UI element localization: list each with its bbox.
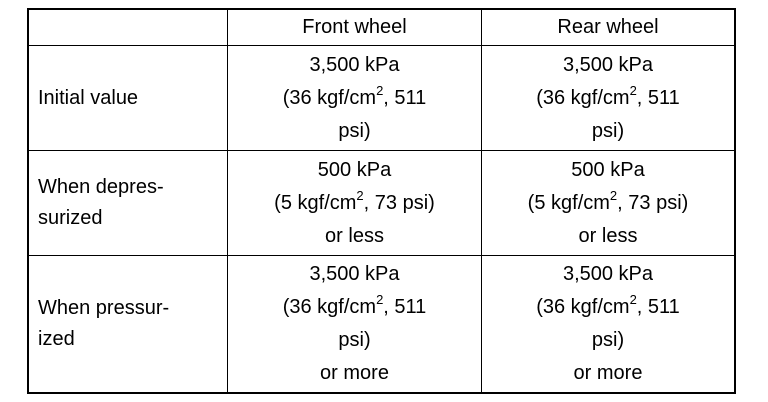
value-text: (5 kgf/cm	[274, 191, 357, 214]
value-text: , 511	[636, 86, 680, 109]
value-line: psi)	[591, 119, 625, 142]
value-line: 3,500 kPa	[562, 263, 654, 285]
rear-value-cell: 500 kPa (5 kgf/cm2, 73 psi) or less	[481, 150, 736, 256]
value-line: (36 kgf/cm2, 511	[482, 291, 734, 324]
value-line: psi)	[338, 119, 371, 142]
row-label-line: surized	[38, 207, 103, 229]
superscript: 2	[376, 292, 384, 307]
superscript: 2	[629, 82, 637, 98]
row-label-line: When depres-	[38, 176, 164, 198]
superscript: 2	[629, 292, 637, 307]
rear-value-cell: 3,500 kPa (36 kgf/cm2, 511 psi) or more	[481, 255, 736, 394]
row-label-line: ized	[38, 328, 75, 350]
value-text: (36 kgf/cm	[282, 296, 377, 318]
value-line: psi)	[338, 329, 371, 351]
front-value-cell: 3,500 kPa (36 kgf/cm2, 511 psi)	[227, 45, 482, 151]
front-value-cell: 500 kPa (5 kgf/cm2, 73 psi) or less	[227, 150, 482, 256]
value-line: 3,500 kPa	[309, 263, 400, 285]
value-text: (36 kgf/cm	[282, 86, 377, 109]
table-header-row: Front wheel Rear wheel	[27, 8, 736, 46]
value-line: (5 kgf/cm2, 73 psi)	[228, 187, 481, 220]
value-text: , 73 psi)	[617, 191, 689, 214]
value-line: psi)	[591, 329, 625, 351]
header-rear-wheel: Rear wheel	[481, 8, 736, 46]
value-line: (5 kgf/cm2, 73 psi)	[482, 187, 734, 220]
value-text: , 73 psi)	[363, 191, 435, 214]
header-front-wheel: Front wheel	[227, 8, 482, 46]
value-text: (36 kgf/cm	[536, 296, 630, 318]
value-line: 3,500 kPa	[309, 53, 400, 76]
table-row: Initial value 3,500 kPa (36 kgf/cm2, 511…	[27, 45, 736, 151]
value-text: , 511	[383, 86, 427, 109]
value-text: (5 kgf/cm	[527, 191, 610, 214]
row-label: Initial value	[27, 45, 228, 151]
value-line: or less	[578, 224, 638, 247]
value-text: (36 kgf/cm	[536, 86, 630, 109]
value-line: (36 kgf/cm2, 511	[228, 82, 481, 115]
row-label: When pressur- ized	[27, 255, 228, 394]
table-row: When depres- surized 500 kPa (5 kgf/cm2,…	[27, 150, 736, 256]
pressure-spec-table: Front wheel Rear wheel Initial value 3,5…	[27, 8, 736, 394]
table-row: When pressur- ized 3,500 kPa (36 kgf/cm2…	[27, 255, 736, 394]
value-line: (36 kgf/cm2, 511	[482, 82, 734, 115]
value-text: , 511	[636, 296, 680, 318]
value-line: 3,500 kPa	[562, 53, 654, 76]
value-line: 500 kPa	[571, 158, 645, 181]
value-line: or more	[320, 362, 389, 384]
front-value-cell: 3,500 kPa (36 kgf/cm2, 511 psi) or more	[227, 255, 482, 394]
value-line: or less	[325, 224, 384, 247]
value-line: or more	[573, 362, 643, 384]
superscript: 2	[376, 82, 384, 98]
rear-value-cell: 3,500 kPa (36 kgf/cm2, 511 psi)	[481, 45, 736, 151]
row-label-line: When pressur-	[38, 297, 170, 319]
row-label: When depres- surized	[27, 150, 228, 256]
value-line: (36 kgf/cm2, 511	[228, 291, 481, 324]
value-text: , 511	[383, 296, 427, 318]
header-empty	[27, 8, 228, 46]
superscript: 2	[609, 187, 618, 203]
row-label-line: Initial value	[38, 86, 139, 109]
superscript: 2	[356, 187, 364, 203]
value-line: 500 kPa	[317, 158, 392, 181]
